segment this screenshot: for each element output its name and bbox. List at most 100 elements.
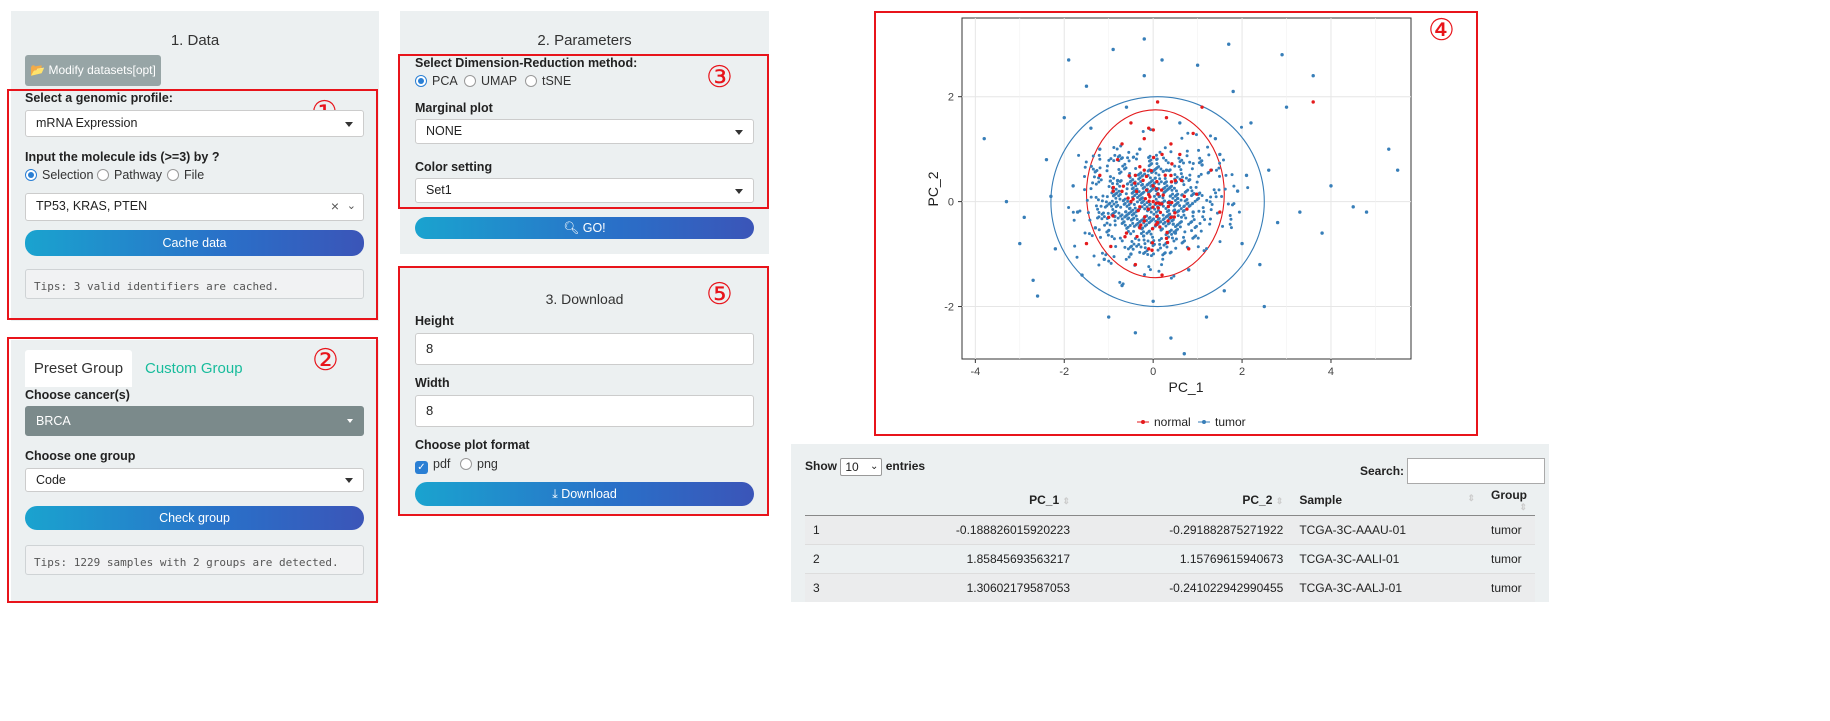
- normal-point: [1143, 215, 1147, 219]
- tumor-point: [1162, 191, 1166, 195]
- radio-file[interactable]: File: [167, 168, 204, 182]
- tumor-point: [1132, 211, 1136, 215]
- tumor-point: [1175, 175, 1179, 179]
- normal-point: [1185, 207, 1189, 211]
- molecule-label: Input the molecule ids (>=3) by ?: [25, 150, 220, 164]
- height-input[interactable]: 8: [415, 333, 754, 365]
- normal-point: [1160, 152, 1164, 157]
- tab-custom-group[interactable]: Custom Group: [145, 350, 243, 387]
- tumor-point: [1195, 63, 1200, 67]
- normal-point: [1143, 196, 1148, 201]
- tumor-point: [1137, 243, 1141, 247]
- radio-umap[interactable]: UMAP: [464, 74, 517, 88]
- tumor-point: [1169, 276, 1173, 280]
- tumor-point: [1207, 153, 1211, 157]
- normal-point: [1159, 188, 1164, 192]
- table-row[interactable]: 1 -0.188826015920223 -0.291882875271922 …: [805, 515, 1535, 545]
- tumor-point: [1114, 244, 1118, 248]
- tumor-point: [1138, 220, 1142, 224]
- tumor-point: [1131, 178, 1135, 182]
- tumor-point: [1140, 218, 1144, 222]
- tumor-point: [1183, 239, 1187, 243]
- tumor-point: [1114, 209, 1118, 213]
- tumor-point: [1192, 218, 1196, 222]
- tab-preset-group[interactable]: Preset Group: [25, 350, 132, 387]
- column-header-index[interactable]: [805, 485, 860, 516]
- marginal-select[interactable]: NONE: [415, 119, 754, 144]
- tumor-point: [1167, 169, 1171, 173]
- tumor-point: [1230, 173, 1234, 177]
- tumor-point: [1096, 207, 1100, 211]
- tumor-point: [1131, 221, 1135, 225]
- tumor-point: [1167, 213, 1171, 217]
- tumor-point: [1258, 262, 1262, 267]
- legend: normal tumor: [1137, 415, 1246, 429]
- tumor-point: [1187, 268, 1191, 272]
- length-select[interactable]: 10 ⌄: [840, 458, 883, 476]
- radio-checked-icon: [25, 169, 37, 181]
- tumor-point: [1127, 255, 1131, 259]
- column-header-pc2[interactable]: PC_2 ⇕: [1078, 485, 1292, 516]
- search-input[interactable]: [1407, 458, 1546, 484]
- normal-point: [1165, 230, 1169, 235]
- tumor-point: [1148, 176, 1152, 180]
- tumor-point: [1224, 173, 1228, 177]
- tumor-point: [1150, 187, 1154, 191]
- color-select[interactable]: Set1: [415, 178, 754, 203]
- group-value: Code: [36, 473, 66, 487]
- check-group-button[interactable]: Check group: [25, 506, 364, 530]
- download-button[interactable]: ⤓ Download: [415, 482, 754, 506]
- tumor-point: [1156, 208, 1160, 212]
- tumor-point: [1163, 199, 1167, 203]
- tumor-point: [1155, 158, 1159, 162]
- cancer-value: BRCA: [36, 414, 71, 428]
- tumor-point: [1153, 176, 1157, 180]
- clear-icon[interactable]: ×: [330, 198, 339, 214]
- normal-point: [1139, 223, 1143, 227]
- table-row[interactable]: 3 1.30602179587053 -0.241022942990455 TC…: [805, 573, 1535, 602]
- radio-pdf[interactable]: ✓ pdf: [415, 457, 450, 474]
- table-row[interactable]: 2 1.85845693563217 1.15769615940673 TCGA…: [805, 544, 1535, 574]
- tumor-point: [1147, 221, 1151, 225]
- tumor-point: [1188, 173, 1192, 177]
- normal-point: [1169, 142, 1173, 146]
- tumor-point: [1142, 273, 1146, 277]
- tumor-point: [1118, 184, 1122, 188]
- cell-group: tumor: [1483, 544, 1535, 574]
- width-input[interactable]: 8: [415, 395, 754, 427]
- normal-point: [1142, 219, 1146, 223]
- normal-point: [1127, 174, 1131, 178]
- tumor-point: [1133, 331, 1138, 335]
- cache-data-button[interactable]: Cache data: [25, 230, 364, 256]
- normal-point: [1124, 231, 1129, 235]
- tumor-point: [1280, 53, 1284, 57]
- tumor-point: [1154, 153, 1158, 157]
- tumor-point: [1134, 214, 1138, 218]
- tumor-point: [1196, 245, 1200, 249]
- column-header-sample[interactable]: Sample ⇕: [1291, 485, 1483, 516]
- tumor-point: [1145, 223, 1149, 227]
- method-label: Select Dimension-Reduction method:: [415, 56, 638, 70]
- molecule-ids-input[interactable]: TP53, KRAS, PTEN × ⌄: [25, 193, 364, 221]
- tumor-point: [1115, 182, 1119, 186]
- column-header-group[interactable]: Group ⇕: [1483, 485, 1535, 516]
- radio-selection-label: Selection: [42, 168, 94, 182]
- tumor-point: [1097, 228, 1101, 232]
- chevron-down-icon[interactable]: ⌄: [346, 200, 356, 212]
- cancer-select[interactable]: BRCA: [25, 406, 364, 436]
- tumor-point: [1136, 173, 1140, 177]
- modify-datasets-button[interactable]: 📂 Modify datasets[opt]: [25, 55, 161, 86]
- radio-tsne[interactable]: tSNE: [525, 74, 571, 88]
- sort-icon: ⇕: [1467, 493, 1475, 503]
- column-header-pc1[interactable]: PC_1 ⇕: [859, 485, 1079, 516]
- tumor-point: [1053, 247, 1058, 251]
- radio-png[interactable]: png: [460, 457, 498, 471]
- data-tips: Tips: 3 valid identifiers are cached.: [25, 269, 364, 299]
- go-button[interactable]: 🔍︎ GO!: [415, 217, 754, 239]
- caret-down-icon: [735, 189, 743, 194]
- radio-pca[interactable]: PCA: [415, 74, 458, 88]
- group-select[interactable]: Code: [25, 468, 364, 492]
- radio-pathway[interactable]: Pathway: [97, 168, 162, 182]
- profile-select[interactable]: mRNA Expression: [25, 110, 364, 137]
- radio-selection[interactable]: Selection: [25, 168, 93, 182]
